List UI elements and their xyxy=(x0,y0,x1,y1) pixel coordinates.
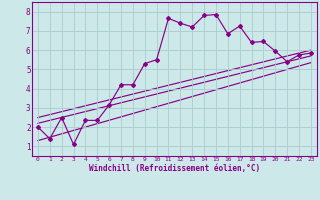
X-axis label: Windchill (Refroidissement éolien,°C): Windchill (Refroidissement éolien,°C) xyxy=(89,164,260,173)
